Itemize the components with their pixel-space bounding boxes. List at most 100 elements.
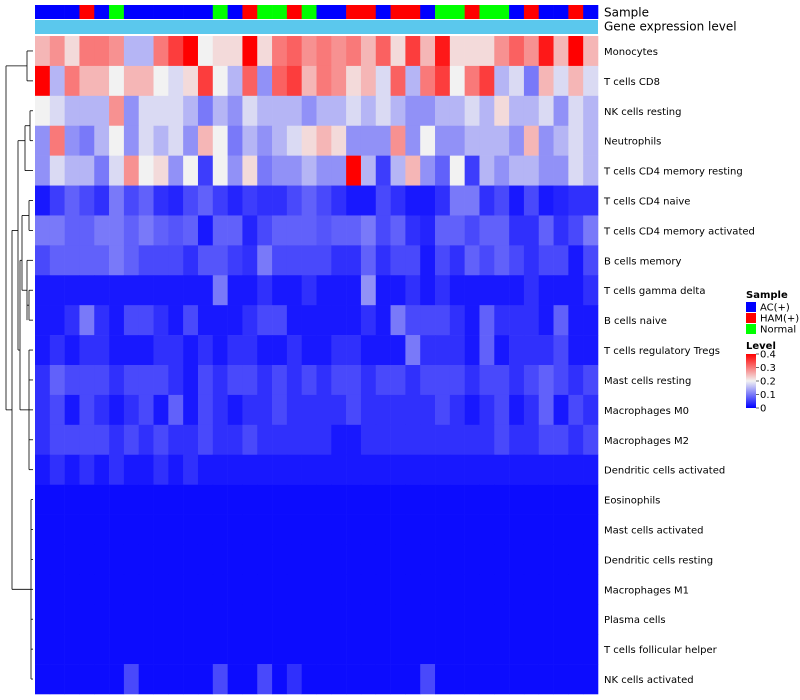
heatmap-cell	[523, 305, 540, 336]
heatmap-cell	[212, 514, 228, 545]
heatmap-cell	[94, 65, 110, 97]
heatmap-cell	[538, 65, 554, 97]
heatmap-cell	[405, 95, 421, 127]
heatmap-cell	[138, 424, 154, 456]
row-label: T cells CD4 memory activated	[603, 226, 755, 237]
heatmap-cell	[509, 155, 525, 186]
heatmap-cell	[138, 125, 154, 156]
heatmap-cell	[286, 125, 302, 156]
heatmap-cell	[168, 36, 184, 67]
heatmap-cell	[64, 544, 80, 575]
sample-annotation-cell	[464, 5, 480, 19]
heatmap-cell	[523, 155, 540, 186]
heatmap-cell	[227, 574, 243, 605]
level-tick-label: 0.2	[760, 377, 776, 388]
heatmap-cell	[449, 245, 465, 276]
heatmap-cell	[346, 664, 362, 695]
heatmap-cell	[420, 335, 436, 366]
heatmap-cell	[49, 664, 65, 695]
heatmap-cell	[197, 245, 214, 276]
heatmap-cell	[509, 574, 525, 605]
heatmap-cell	[331, 245, 347, 276]
heatmap-cell	[183, 604, 199, 635]
heatmap-cell	[583, 125, 599, 156]
heatmap-cell	[301, 125, 317, 156]
heatmap-cell	[183, 544, 199, 575]
heatmap-cell	[316, 185, 332, 216]
heatmap-cell	[153, 65, 169, 97]
heatmap-cell	[405, 245, 421, 276]
heatmap-cell	[390, 424, 406, 456]
heatmap-cell	[35, 215, 51, 246]
heatmap-cell	[449, 36, 465, 67]
heatmap-cell	[212, 125, 228, 156]
heatmap-cell	[242, 634, 258, 665]
heatmap-cell	[390, 664, 406, 695]
heatmap-cell	[331, 365, 347, 396]
heatmap-cell	[405, 484, 421, 515]
heatmap-cell	[138, 335, 154, 366]
heatmap-cell	[405, 514, 421, 545]
heatmap-cell	[509, 305, 525, 336]
heatmap-cell	[435, 275, 451, 306]
heatmap-cell	[35, 365, 51, 396]
heatmap-cell	[257, 514, 273, 545]
heatmap-cell	[568, 65, 584, 97]
heatmap-cell	[109, 424, 125, 456]
heatmap-cell	[479, 365, 495, 396]
heatmap-cell	[360, 95, 377, 127]
heatmap-cell	[375, 125, 391, 156]
heatmap-cell	[138, 245, 154, 276]
heatmap-cell	[79, 484, 95, 515]
heatmap-cell	[272, 65, 288, 97]
heatmap-cell	[360, 65, 377, 97]
heatmap-cell	[464, 664, 480, 695]
heatmap-cell	[331, 36, 347, 67]
heatmap-cell	[49, 604, 65, 635]
heatmap-cell	[435, 125, 451, 156]
heatmap-cell	[153, 484, 169, 515]
heatmap-cell	[257, 544, 273, 575]
heatmap-cell	[509, 634, 525, 665]
level-tick-label: 0.4	[760, 350, 776, 361]
heatmap-cell	[509, 335, 525, 366]
heatmap-cell	[331, 484, 347, 515]
heatmap-cell	[494, 305, 510, 336]
heatmap-cell	[316, 36, 332, 67]
heatmap-cell	[168, 634, 184, 665]
heatmap-cell	[197, 424, 214, 456]
heatmap-cell	[479, 335, 495, 366]
heatmap-cell	[35, 125, 51, 156]
heatmap-cell	[375, 305, 391, 336]
heatmap-cell	[420, 365, 436, 396]
heatmap-cell	[583, 634, 599, 665]
heatmap-cell	[464, 484, 480, 515]
heatmap-cell	[109, 275, 125, 306]
heatmap-cell	[35, 305, 51, 336]
heatmap-cell	[94, 305, 110, 336]
heatmap-cell	[242, 335, 258, 366]
heatmap-cell	[257, 394, 273, 426]
heatmap-cell	[109, 365, 125, 396]
heatmap-cell	[509, 125, 525, 156]
heatmap-cell	[405, 574, 421, 605]
heatmap-cell	[523, 185, 540, 216]
heatmap-cell	[79, 36, 95, 67]
heatmap-cell	[375, 574, 391, 605]
heatmap-cell	[79, 125, 95, 156]
heatmap-cell	[420, 65, 436, 97]
heatmap-cell	[138, 634, 154, 665]
heatmap-cell	[197, 664, 214, 695]
heatmap-cell	[331, 574, 347, 605]
heatmap-cell	[168, 335, 184, 366]
sample-annotation-cell	[346, 5, 362, 19]
heatmap-cell	[94, 185, 110, 216]
heatmap-cell	[138, 215, 154, 246]
heatmap-cell	[583, 514, 599, 545]
heatmap-cell	[375, 484, 391, 515]
heatmap-cell	[138, 95, 154, 127]
heatmap-cell	[523, 125, 540, 156]
heatmap-cell	[346, 484, 362, 515]
heatmap-cell	[153, 155, 169, 186]
heatmap-cell	[538, 36, 554, 67]
